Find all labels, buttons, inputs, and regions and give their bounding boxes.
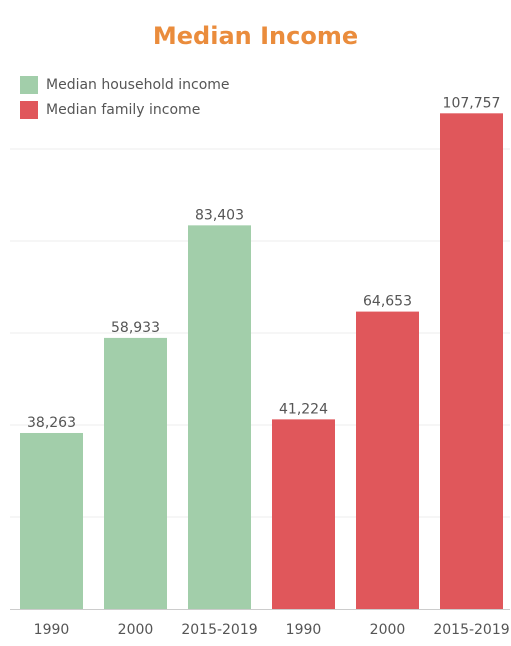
chart-title: Median Income: [152, 22, 359, 50]
legend-swatch-family: [20, 100, 38, 119]
bar: [188, 225, 251, 610]
legend-label-family: Median family income: [46, 101, 201, 118]
bar: [272, 419, 335, 609]
data-label: 58,933: [111, 320, 160, 336]
x-tick-label: 2015-2019: [433, 622, 509, 638]
data-label: 41,224: [279, 401, 328, 417]
legend-swatch-household: [20, 75, 38, 94]
legend-label-household: Median household income: [46, 76, 230, 93]
legend-item-family[interactable]: Median family income: [20, 97, 230, 122]
x-tick-label: 1990: [34, 622, 70, 638]
bar: [356, 311, 419, 609]
x-tick-label: 2000: [118, 622, 154, 638]
data-label: 64,653: [363, 294, 412, 310]
x-tick-label: 2000: [370, 622, 406, 638]
legend: Median household income Median family in…: [20, 72, 230, 122]
data-label: 107,757: [443, 95, 501, 111]
x-tick-label: 1990: [286, 622, 322, 638]
bar: [440, 113, 503, 609]
bar: [104, 337, 167, 609]
x-tick-label: 2015-2019: [181, 622, 257, 638]
bar: [20, 432, 83, 609]
data-label: 38,263: [27, 415, 76, 431]
data-label: 83,403: [195, 207, 244, 223]
legend-item-household[interactable]: Median household income: [20, 72, 230, 97]
